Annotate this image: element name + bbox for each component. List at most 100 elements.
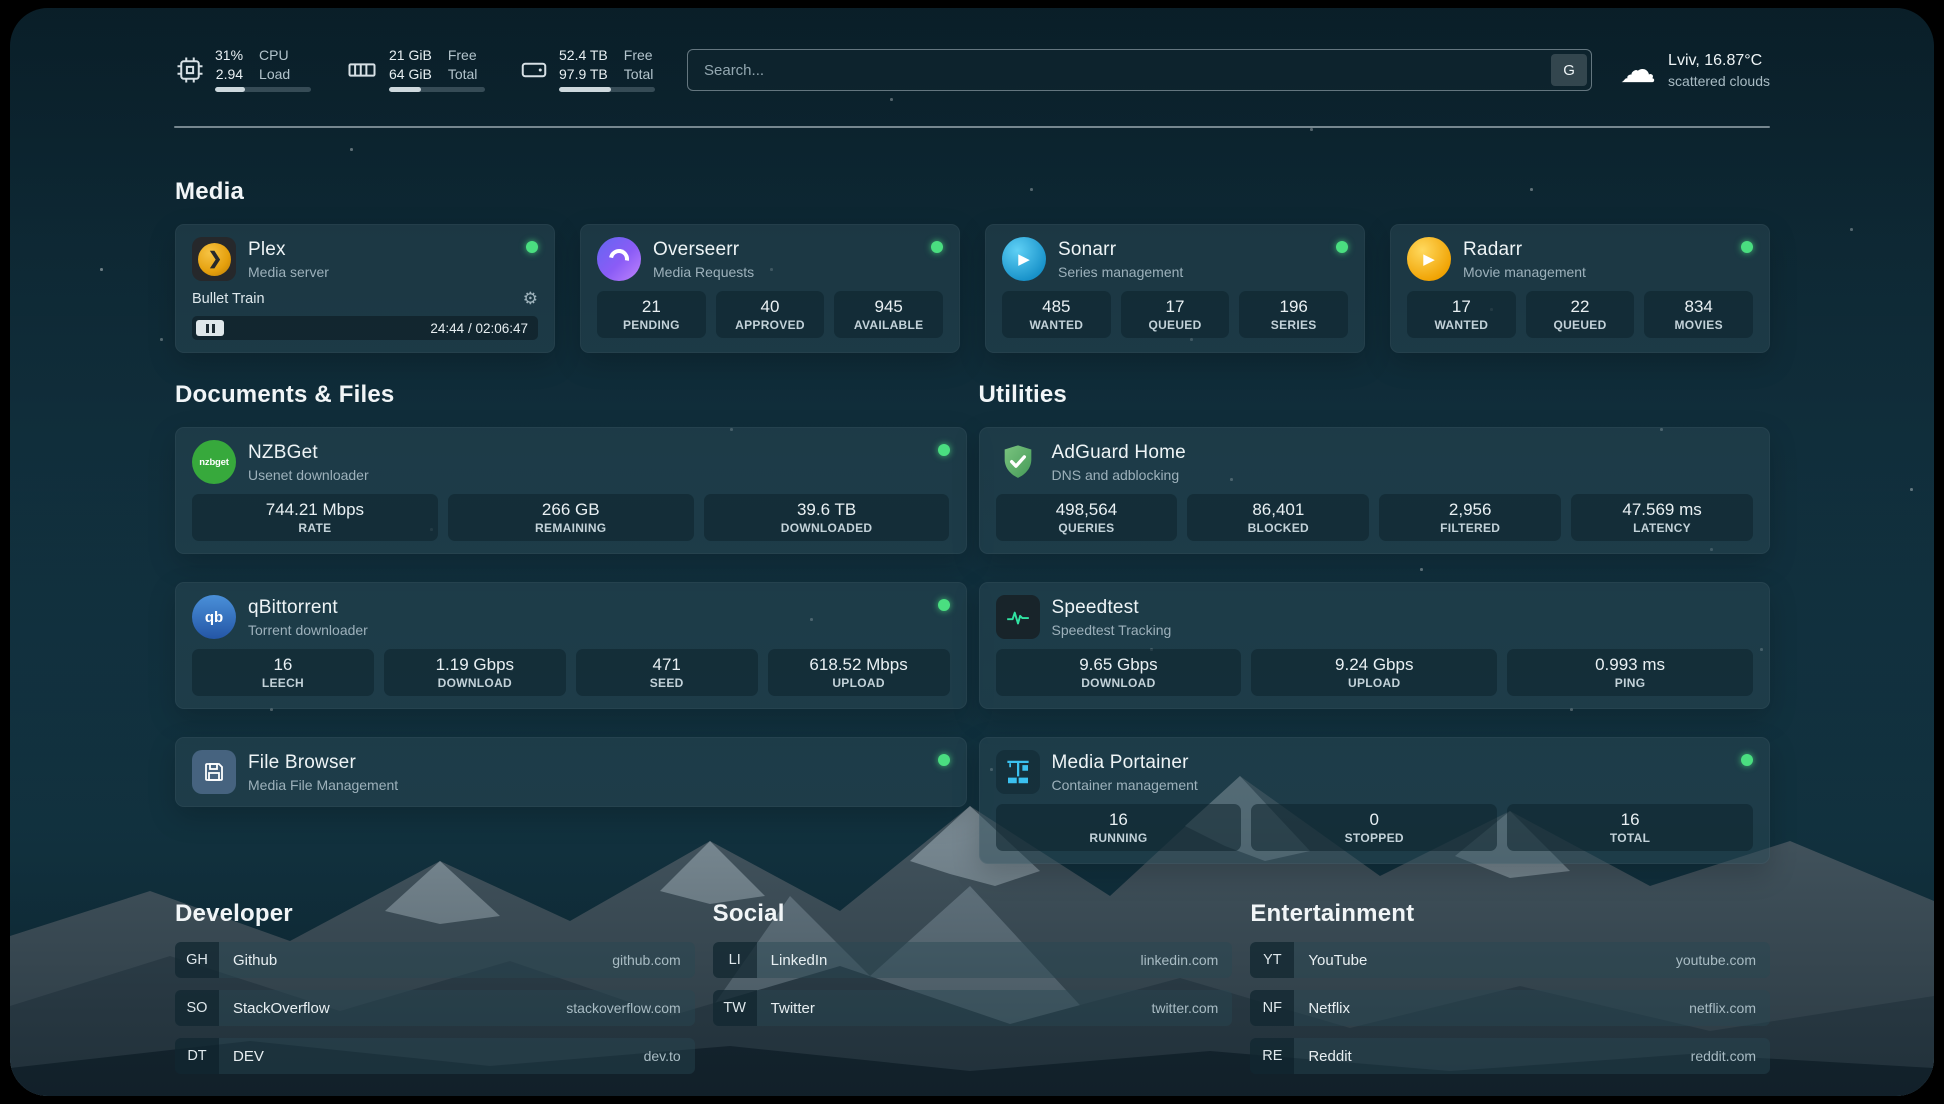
bookmark-url: netflix.com	[1689, 1000, 1756, 1016]
dashboard-content: Media ❯ Plex Media server Bullet Train ⚙	[175, 178, 1770, 1086]
stat-value: 834	[1648, 297, 1749, 316]
section-title-documents: Documents & Files	[175, 381, 967, 409]
stat-value: 22	[1530, 297, 1631, 316]
bookmark-github[interactable]: GH Github github.com	[175, 942, 695, 978]
bookmark-url: youtube.com	[1676, 952, 1756, 968]
service-card-adguard[interactable]: AdGuard Home DNS and adblocking 498,564 …	[979, 427, 1771, 554]
service-desc: Movie management	[1463, 264, 1586, 280]
service-card-sonarr[interactable]: ▶ Sonarr Series management 485 WANTED 17…	[985, 224, 1365, 353]
bookmark-url: stackoverflow.com	[566, 1000, 680, 1016]
service-name: Speedtest	[1052, 597, 1172, 619]
service-name: AdGuard Home	[1052, 442, 1186, 464]
resource-widgets: 31% 2.94 CPU Load	[175, 48, 655, 92]
bookmark-abbr: DT	[175, 1038, 219, 1074]
stat: 86,401 BLOCKED	[1187, 494, 1369, 541]
service-card-portainer[interactable]: Media Portainer Container management 16 …	[979, 737, 1771, 864]
service-card-overseerr[interactable]: Overseerr Media Requests 21 PENDING 40 A…	[580, 224, 960, 353]
bookmark-group-entertainment: Entertainment YT YouTube youtube.com NF …	[1250, 900, 1770, 1086]
widget-settings-gear-icon[interactable]: ⚙	[523, 289, 538, 309]
disk-free-value: 52.4 TB	[559, 48, 608, 63]
stat-value: 0	[1255, 810, 1493, 829]
stat-label: DOWNLOAD	[388, 676, 562, 690]
pause-icon[interactable]	[196, 320, 224, 336]
stat-label: PING	[1511, 676, 1749, 690]
stat: 16 LEECH	[192, 649, 374, 696]
bookmark-url: dev.to	[644, 1048, 681, 1064]
stat: 16 TOTAL	[1507, 804, 1753, 851]
stat-label: FILTERED	[1383, 521, 1557, 535]
bookmark-reddit[interactable]: RE Reddit reddit.com	[1250, 1038, 1770, 1074]
service-name: Plex	[248, 239, 329, 261]
bookmarks-row: Developer GH Github github.com SO StackO…	[175, 900, 1770, 1086]
service-card-radarr[interactable]: ▶ Radarr Movie management 17 WANTED 22 Q…	[1390, 224, 1770, 353]
cpu-widget: 31% 2.94 CPU Load	[175, 48, 311, 92]
service-desc: Usenet downloader	[248, 467, 369, 483]
stat-value: 9.65 Gbps	[1000, 655, 1238, 674]
memory-icon	[345, 55, 379, 85]
service-desc: Container management	[1052, 777, 1198, 793]
memory-label-2: Total	[448, 67, 478, 82]
stat-value: 17	[1411, 297, 1512, 316]
plex-player-bar: 24:44 / 02:06:47	[192, 316, 538, 340]
service-card-filebrowser[interactable]: File Browser Media File Management	[175, 737, 967, 807]
bookmark-name: LinkedIn	[771, 952, 828, 969]
service-name: Overseerr	[653, 239, 754, 261]
search-provider-button[interactable]: G	[1551, 54, 1587, 86]
stat-label: QUEUED	[1125, 318, 1226, 332]
stat: 1.19 Gbps DOWNLOAD	[384, 649, 566, 696]
weather-location: Lviv, 16.87°C	[1668, 52, 1770, 70]
service-desc: Media server	[248, 264, 329, 280]
section-title-utilities: Utilities	[979, 381, 1771, 409]
adguard-shield-icon	[996, 440, 1040, 484]
bookmark-netflix[interactable]: NF Netflix netflix.com	[1250, 990, 1770, 1026]
header-divider	[174, 126, 1770, 128]
bookmark-name: Github	[233, 952, 277, 969]
documents-column: Documents & Files nzbget NZBGet Usenet d…	[175, 381, 967, 864]
stat: 0.993 ms PING	[1507, 649, 1753, 696]
stat-label: RATE	[196, 521, 434, 535]
stat: 9.24 Gbps UPLOAD	[1251, 649, 1497, 696]
stat: 21 PENDING	[597, 291, 706, 338]
service-card-nzbget[interactable]: nzbget NZBGet Usenet downloader 744.21 M…	[175, 427, 967, 554]
stat: 485 WANTED	[1002, 291, 1111, 338]
overseerr-icon	[597, 237, 641, 281]
disk-icon	[519, 55, 549, 85]
bookmark-linkedin[interactable]: LI LinkedIn linkedin.com	[713, 942, 1233, 978]
service-name: Media Portainer	[1052, 752, 1198, 774]
stat: 22 QUEUED	[1526, 291, 1635, 338]
service-card-qbittorrent[interactable]: qb qBittorrent Torrent downloader 16 LEE…	[175, 582, 967, 709]
bookmark-dev[interactable]: DT DEV dev.to	[175, 1038, 695, 1074]
service-card-speedtest[interactable]: Speedtest Speedtest Tracking 9.65 Gbps D…	[979, 582, 1771, 709]
search-input[interactable]	[687, 49, 1592, 91]
stat-value: 196	[1243, 297, 1344, 316]
service-name: File Browser	[248, 752, 398, 774]
stat-value: 17	[1125, 297, 1226, 316]
nzbget-icon: nzbget	[192, 440, 236, 484]
bookmark-url: linkedin.com	[1141, 952, 1219, 968]
stat-label: RUNNING	[1000, 831, 1238, 845]
status-online-dot	[526, 241, 538, 253]
stat-value: 21	[601, 297, 702, 316]
status-online-dot	[938, 444, 950, 456]
bookmark-stackoverflow[interactable]: SO StackOverflow stackoverflow.com	[175, 990, 695, 1026]
weather-condition: scattered clouds	[1668, 73, 1770, 89]
stat: 471 SEED	[576, 649, 758, 696]
bookmark-youtube[interactable]: YT YouTube youtube.com	[1250, 942, 1770, 978]
service-desc: DNS and adblocking	[1052, 467, 1186, 483]
disk-label-2: Total	[624, 67, 654, 82]
radarr-icon: ▶	[1407, 237, 1451, 281]
section-title-social: Social	[713, 900, 1233, 928]
cpu-bar	[215, 87, 311, 92]
speedtest-icon	[996, 595, 1040, 639]
stat-value: 266 GB	[452, 500, 690, 519]
disk-label: Free	[624, 48, 654, 63]
status-online-dot	[1741, 754, 1753, 766]
bookmark-twitter[interactable]: TW Twitter twitter.com	[713, 990, 1233, 1026]
status-online-dot	[938, 754, 950, 766]
stat: 40 APPROVED	[716, 291, 825, 338]
search-bar: G	[687, 49, 1592, 91]
service-card-plex[interactable]: ❯ Plex Media server Bullet Train ⚙ 24:44…	[175, 224, 555, 353]
stat-label: DOWNLOADED	[708, 521, 946, 535]
status-online-dot	[938, 599, 950, 611]
stat-value: 47.569 ms	[1575, 500, 1749, 519]
